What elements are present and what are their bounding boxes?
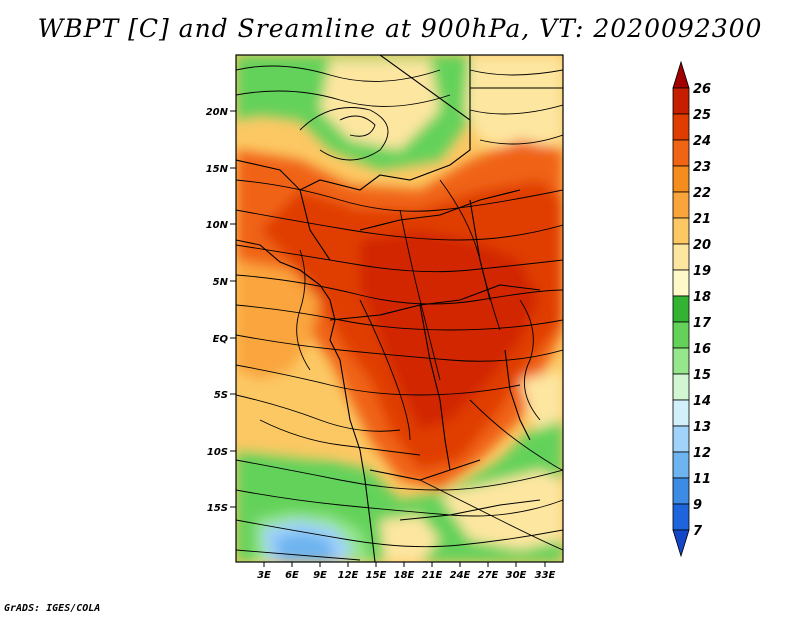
colorbar-label: 9	[693, 498, 702, 513]
map-frame	[235, 54, 564, 563]
lat-label: 5N	[213, 277, 229, 288]
colorbar-swatch	[672, 191, 690, 219]
lat-label: 5S	[214, 390, 228, 401]
colorbar-swatch	[672, 321, 690, 349]
wbpt-field	[236, 55, 563, 562]
colorbar-label: 24	[693, 134, 711, 149]
colorbar-label: 7	[693, 524, 703, 539]
lon-label: 12E	[338, 570, 359, 581]
colorbar-label: 16	[693, 342, 711, 357]
colorbar-label: 23	[693, 160, 711, 175]
colorbar-label: 17	[693, 316, 712, 331]
lat-label: 20N	[206, 107, 229, 118]
colorbar-label: 11	[693, 472, 711, 487]
colorbar-swatch	[672, 217, 690, 245]
colorbar-label: 25	[693, 108, 711, 123]
colorbar-swatch	[672, 165, 690, 193]
colorbar-swatch	[672, 399, 690, 427]
footer-credit: GrADS: IGES/COLA	[4, 603, 101, 614]
lat-label: 15S	[207, 503, 228, 514]
lon-label: 21E	[422, 570, 443, 581]
colorbar-label: 19	[693, 264, 711, 279]
colorbar-top-arrow	[672, 60, 690, 89]
colorbar-swatch	[672, 87, 690, 115]
colorbar: 26 25 24 23 22 21 20 19 18 17 16 15 14 13 12 11 9 7	[672, 60, 712, 558]
colorbar-swatch	[672, 425, 690, 453]
colorbar-swatch	[672, 347, 690, 375]
lon-label: 9E	[313, 570, 327, 581]
colorbar-label: 15	[693, 368, 711, 383]
colorbar-swatch	[672, 139, 690, 167]
colorbar-label: 13	[693, 420, 711, 435]
colorbar-label: 12	[693, 446, 711, 461]
lon-label: 24E	[450, 570, 471, 581]
lat-label: EQ	[213, 334, 229, 345]
lon-label: 6E	[285, 570, 299, 581]
colorbar-swatch	[672, 503, 690, 531]
colorbar-bottom-arrow	[672, 529, 690, 558]
colorbar-swatch	[672, 451, 690, 479]
colorbar-swatch	[672, 269, 690, 297]
colorbar-swatch	[672, 373, 690, 401]
colorbar-swatch	[672, 295, 690, 323]
colorbar-label: 14	[693, 394, 711, 409]
lon-axis	[263, 562, 546, 567]
colorbar-swatch	[672, 477, 690, 505]
colorbar-label: 20	[693, 238, 711, 253]
lat-label: 10N	[206, 220, 229, 231]
map-title: WBPT [C] and Sreamline at 900hPa, VT: 20…	[37, 14, 763, 43]
lon-label: 27E	[478, 570, 499, 581]
colorbar-swatch	[672, 113, 690, 141]
lon-label: 3E	[257, 570, 271, 581]
colorbar-label: 26	[693, 82, 711, 97]
lon-label: 15E	[366, 570, 387, 581]
lat-label: 15N	[206, 164, 229, 175]
lon-label: 33E	[535, 570, 556, 581]
lat-axis	[230, 110, 236, 508]
colorbar-label: 21	[693, 212, 711, 227]
colorbar-label: 22	[693, 186, 711, 201]
lon-label: 30E	[506, 570, 527, 581]
lon-label: 18E	[394, 570, 415, 581]
colorbar-label: 18	[693, 290, 711, 305]
country-borders	[236, 55, 563, 562]
streamlines	[236, 65, 563, 561]
colorbar-swatch	[672, 243, 690, 271]
lat-label: 10S	[207, 447, 228, 458]
